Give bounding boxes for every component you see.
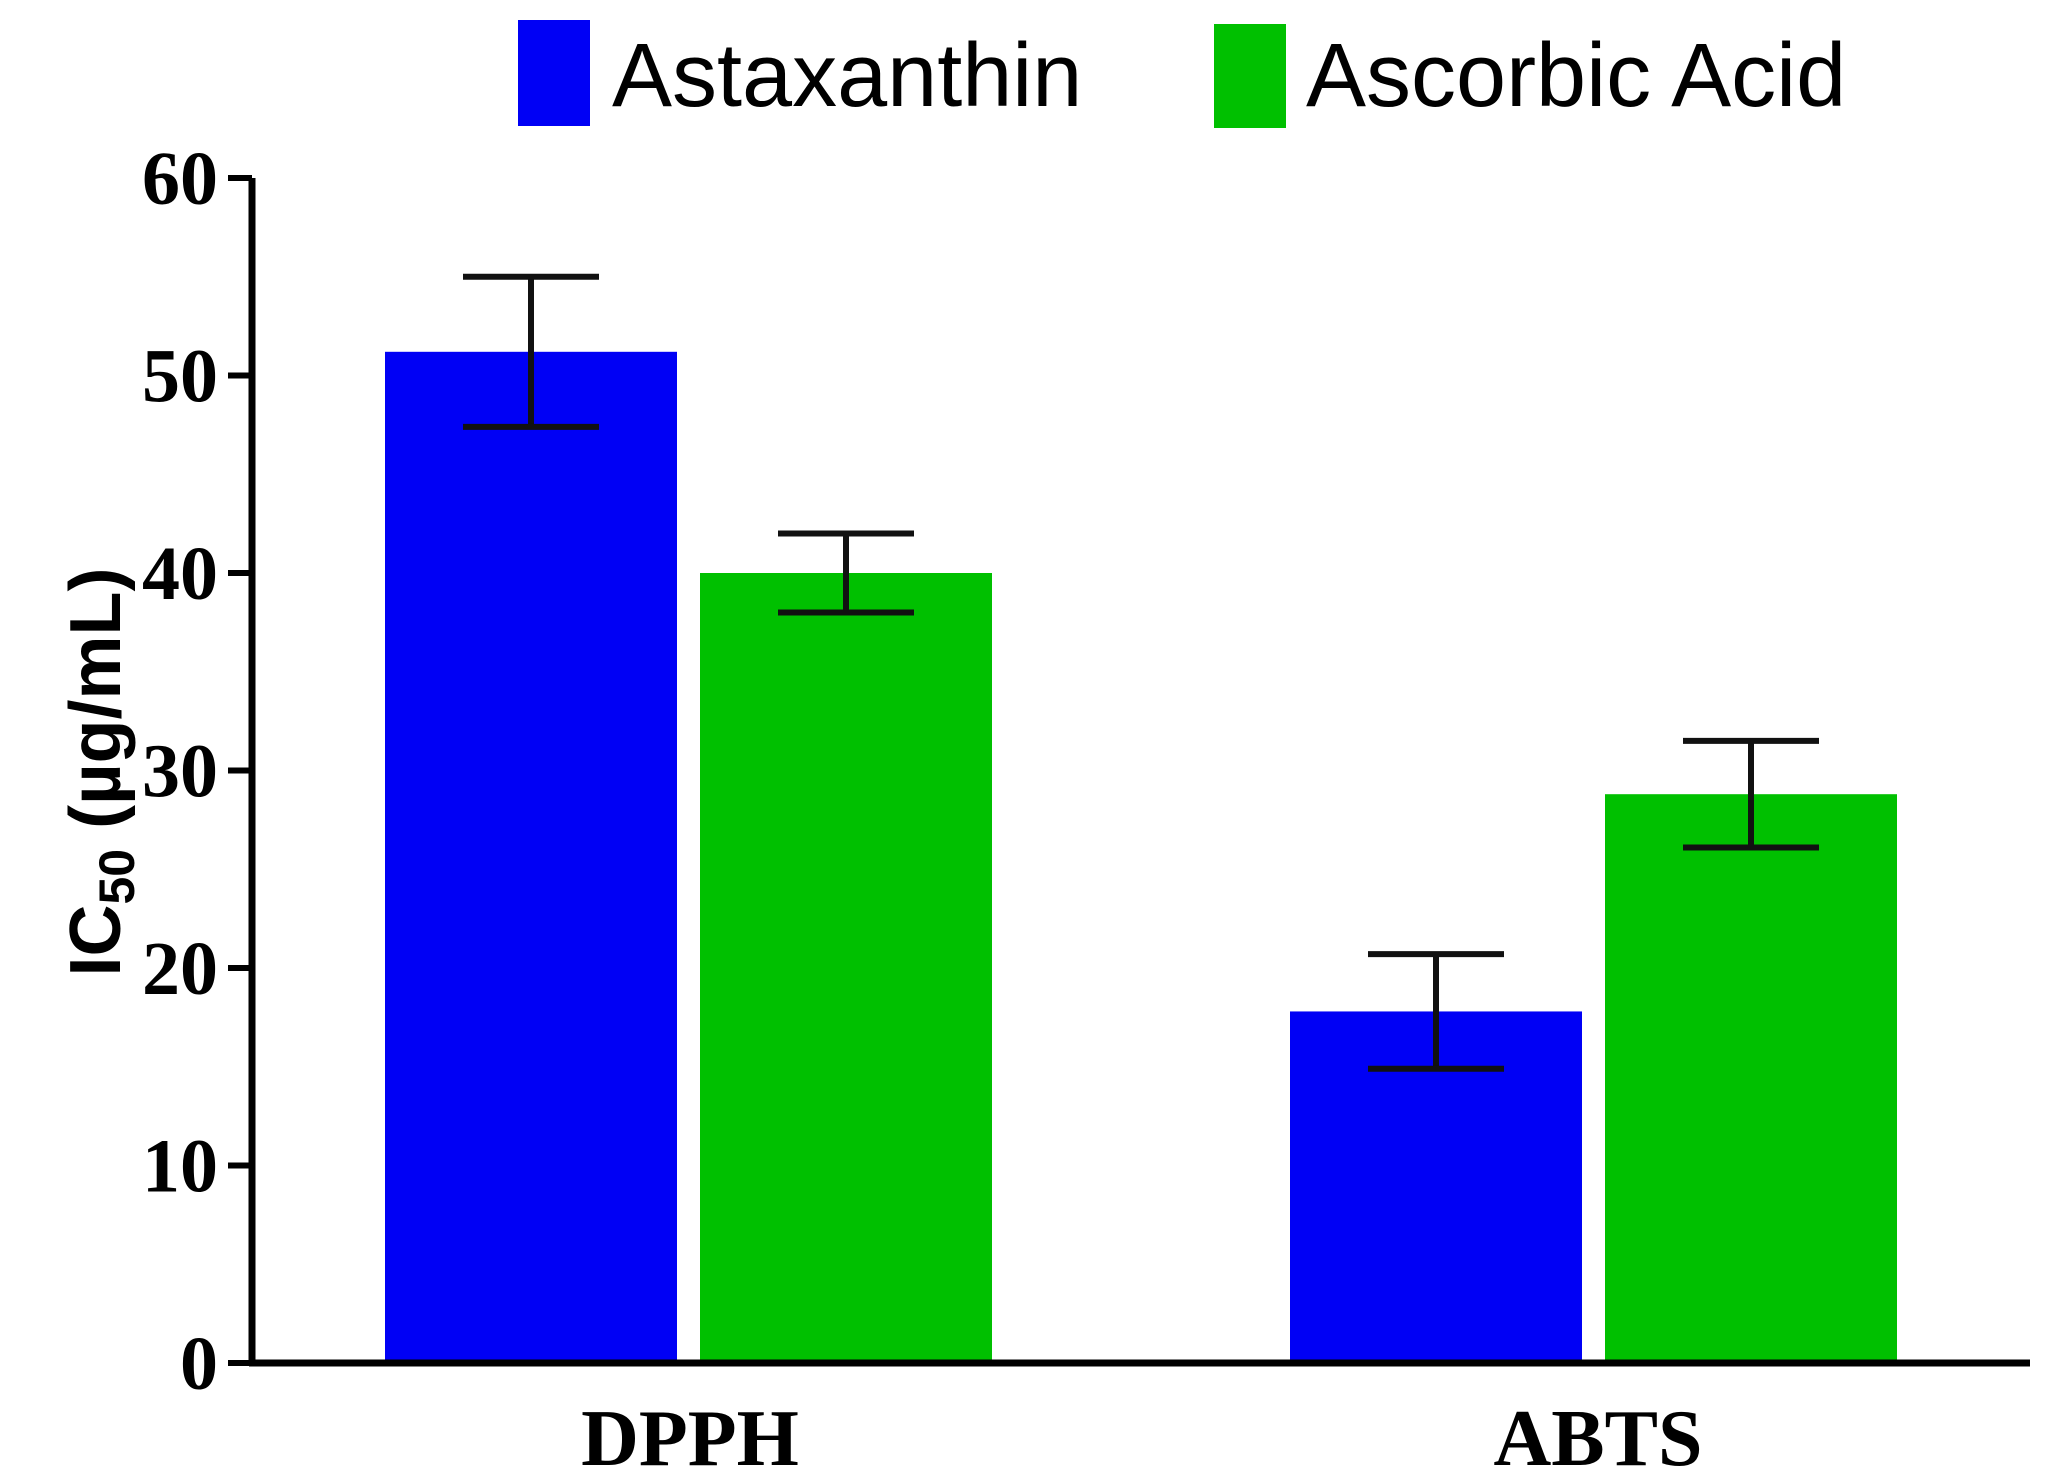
legend-label-ascorbic-acid: Ascorbic Acid [1306,26,1846,126]
y-axis-label: IC50 (µg/mL) [56,567,145,976]
bar-dpph-astaxanthin [385,351,677,1363]
category-label-abts: ABTS [1494,1395,1703,1476]
legend: Astaxanthin Ascorbic Acid [518,20,1846,128]
y-ticks-group: 0 10 20 30 40 50 60 [142,137,252,1406]
legend-swatch-ascorbic-acid [1214,24,1286,128]
y-tick-label: 30 [142,730,218,814]
y-tick-label: 50 [142,335,218,419]
x-labels-group: DPPH ABTS [581,1395,1702,1476]
y-tick-label: 0 [180,1322,218,1406]
legend-swatch-astaxanthin [518,20,590,126]
bar-dpph-ascorbic-acid [700,573,992,1363]
bars-group [385,351,1897,1363]
y-tick-label: 40 [142,532,218,616]
y-tick-label: 10 [142,1125,218,1209]
error-bars-group [463,273,1819,1072]
y-axis-label-unit: (µg/mL) [56,567,136,848]
y-tick-label: 20 [142,927,218,1011]
y-axis-label-main: IC [56,905,136,977]
bar-abts-ascorbic-acid [1605,794,1897,1363]
category-label-dpph: DPPH [581,1395,799,1476]
y-axis-label-subscript: 50 [89,849,145,905]
legend-label-astaxanthin: Astaxanthin [612,26,1082,126]
y-tick-label: 60 [142,137,218,221]
